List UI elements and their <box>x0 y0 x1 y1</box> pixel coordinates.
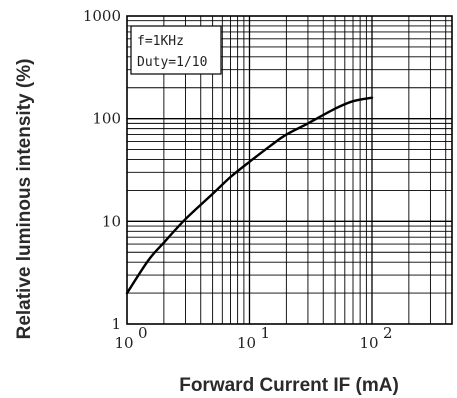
x-tick-exponent: 2 <box>383 324 393 342</box>
legend-line: Duty=1/10 <box>137 55 207 70</box>
y-tick-label: 1000 <box>83 7 121 25</box>
y-tick-label: 1 <box>111 315 121 333</box>
y-axis-label: Relative luminous intensity (%) <box>14 59 35 340</box>
x-tick-exponent: 1 <box>260 324 270 342</box>
plot-frame <box>126 15 453 325</box>
series-line <box>125 96 374 295</box>
y-tick-labels: 1 10 100 1000 <box>83 7 121 333</box>
series-layer <box>125 96 374 295</box>
legend-line: f=1KHz <box>137 34 184 49</box>
y-tick-label: 10 <box>102 212 121 230</box>
x-axis-label: Forward Current IF (mA) <box>179 375 399 396</box>
x-tick-label: 10 <box>237 334 256 352</box>
x-tick-label: 10 <box>359 334 378 352</box>
x-tick-label: 10 <box>114 334 133 352</box>
y-tick-label: 100 <box>92 110 121 128</box>
legend-box: f=1KHz Duty=1/10 <box>130 25 222 75</box>
legend-frame <box>130 25 222 75</box>
grid <box>127 16 452 324</box>
x-tick-exponent: 0 <box>138 324 148 342</box>
